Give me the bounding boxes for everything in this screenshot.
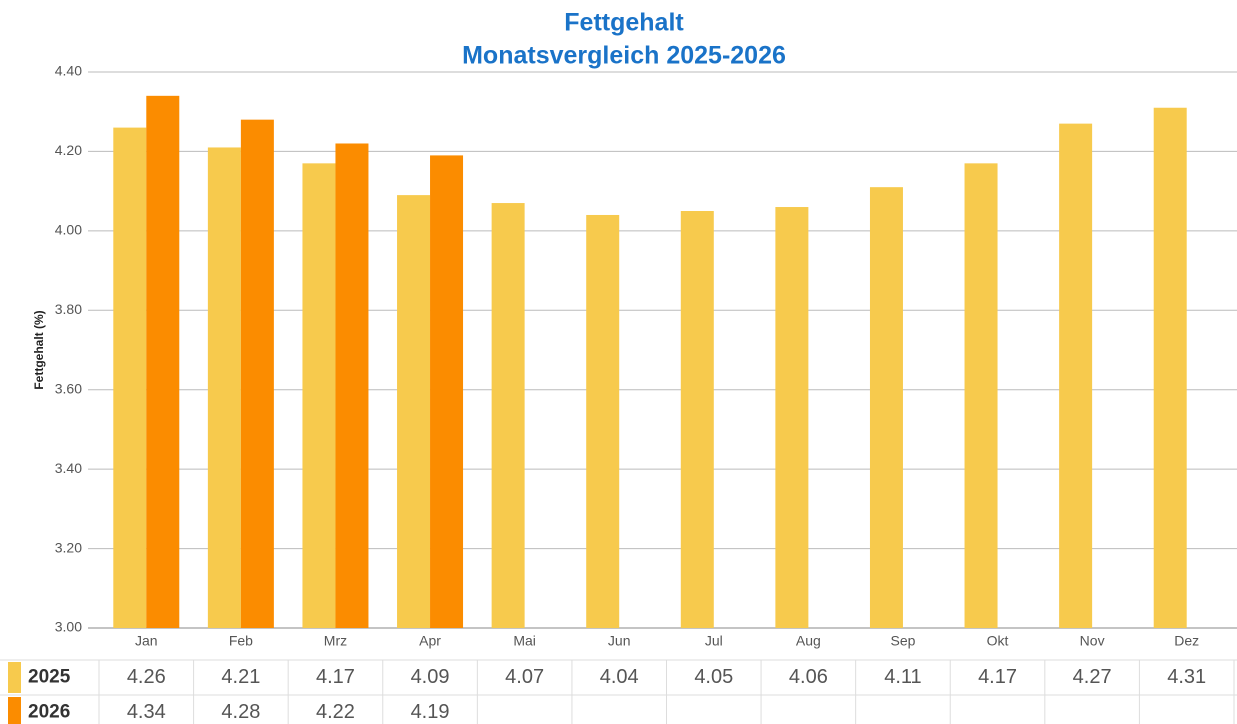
bar — [335, 143, 369, 628]
x-tick-label: Dez — [1174, 633, 1199, 649]
x-tick-label: Mai — [513, 633, 536, 649]
legend-label: 2026 — [28, 702, 70, 723]
y-tick-label: 3.20 — [55, 539, 82, 555]
x-tick-label: Sep — [890, 633, 915, 649]
bar — [964, 163, 998, 629]
chart-subtitle: Monatsvergleich 2025-2026 — [462, 42, 786, 70]
table-value: 4.05 — [694, 666, 733, 688]
x-tick-label: Nov — [1080, 633, 1105, 649]
table-value: 4.04 — [600, 666, 639, 688]
bar — [491, 203, 525, 629]
legend-swatch — [8, 697, 21, 724]
x-tick-label: Okt — [987, 633, 1009, 649]
table-value: 4.11 — [884, 666, 921, 688]
table-value: 4.26 — [127, 666, 166, 688]
y-tick-label: 3.40 — [55, 460, 82, 476]
bar — [1153, 107, 1187, 628]
table-value: 4.19 — [411, 701, 450, 723]
x-tick-label: Mrz — [324, 633, 347, 649]
bar — [586, 214, 620, 628]
legend-swatch — [8, 662, 21, 693]
bar — [113, 127, 147, 628]
y-tick-label: 3.80 — [55, 301, 82, 317]
table-value: 4.17 — [978, 666, 1017, 688]
x-tick-label: Jun — [608, 633, 631, 649]
y-tick-label: 4.00 — [55, 222, 82, 238]
chart-title: Fettgehalt — [564, 9, 684, 37]
bar — [302, 163, 336, 629]
y-tick-label: 3.60 — [55, 380, 82, 396]
legend-label: 2025 — [28, 667, 71, 688]
bar — [146, 95, 180, 629]
table-value: 4.27 — [1073, 666, 1112, 688]
bar — [869, 187, 903, 628]
table-value: 4.28 — [221, 701, 260, 723]
x-tick-label: Jul — [705, 633, 723, 649]
bar — [680, 211, 714, 628]
table-value: 4.07 — [505, 666, 544, 688]
y-tick-label: 4.20 — [55, 142, 82, 158]
table-value: 4.34 — [127, 701, 166, 723]
table-value: 4.06 — [789, 666, 828, 688]
x-tick-label: Feb — [229, 633, 253, 649]
x-tick-label: Apr — [419, 633, 441, 649]
y-tick-label: 3.00 — [55, 619, 82, 635]
x-tick-label: Aug — [796, 633, 821, 649]
x-tick-label: Jan — [135, 633, 158, 649]
y-axis-label: Fettgehalt (%) — [32, 310, 46, 389]
table-value: 4.31 — [1167, 666, 1206, 688]
y-tick-label: 4.40 — [55, 63, 82, 79]
bar — [775, 207, 809, 628]
bar — [1059, 123, 1093, 628]
bar — [397, 195, 431, 628]
bar — [240, 119, 274, 629]
table-value: 4.22 — [316, 701, 355, 723]
table-value: 4.09 — [411, 666, 450, 688]
table-value: 4.21 — [221, 666, 260, 688]
bar — [207, 147, 241, 628]
bar — [430, 155, 464, 628]
table-value: 4.17 — [316, 666, 355, 688]
